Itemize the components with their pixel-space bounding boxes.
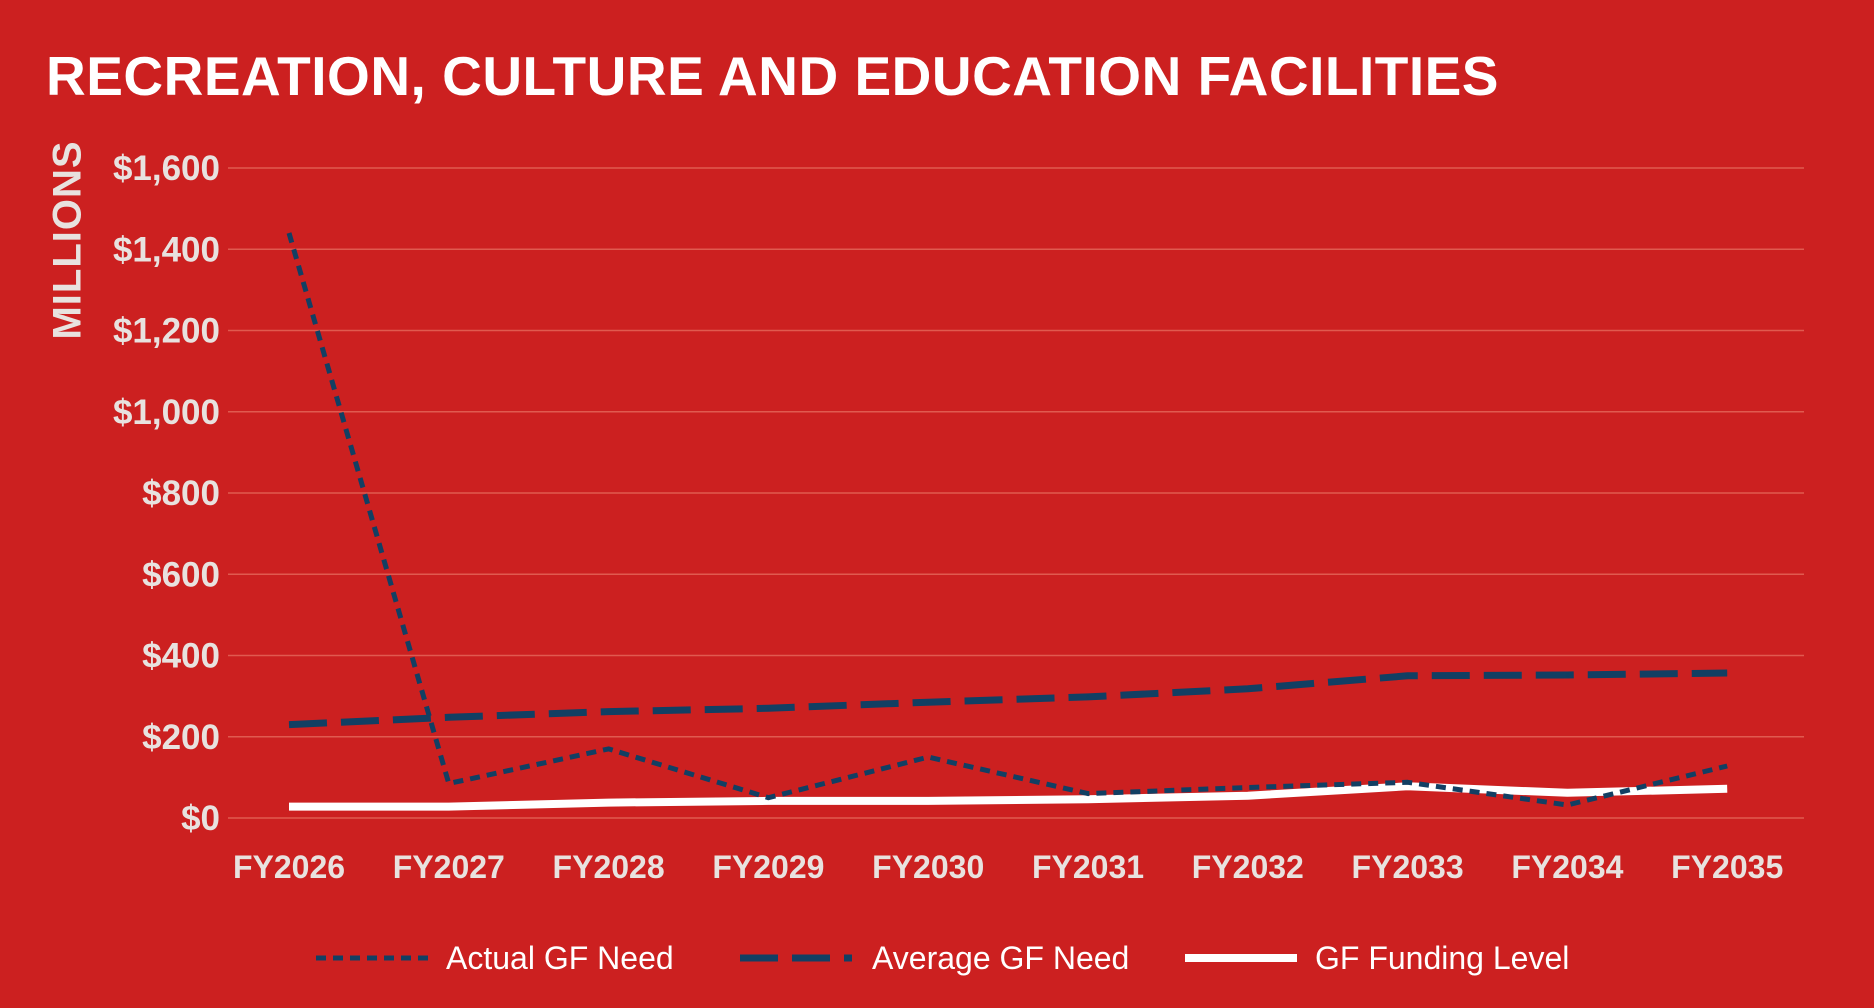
data-point [1565, 803, 1569, 807]
x-tick-label: FY2035 [1671, 849, 1783, 885]
y-tick-label: $800 [142, 474, 220, 513]
data-point [1086, 792, 1090, 796]
data-point [1725, 787, 1729, 791]
series-line-actual-gf-need [286, 232, 1728, 808]
gridlines [228, 167, 1804, 819]
y-tick-labels: $0 $200 $400 $600 $800 $1,000 $1,200 $1,400 $1,6… [113, 149, 220, 838]
data-point [607, 747, 611, 751]
y-tick-label: $1,400 [113, 230, 220, 269]
y-tick-label: $1,000 [113, 393, 220, 432]
data-point [607, 801, 611, 805]
legend-label: Average GF Need [872, 940, 1129, 976]
x-tick-label: FY2028 [553, 849, 665, 885]
data-point [1086, 695, 1090, 699]
y-tick-label: $200 [142, 718, 220, 757]
y-tick-label: $1,600 [113, 149, 220, 188]
data-point [1565, 791, 1569, 795]
data-point [1406, 780, 1410, 784]
data-point [447, 781, 451, 785]
data-point [1565, 673, 1569, 677]
y-tick-label: $1,200 [113, 312, 220, 351]
legend: Actual GF Need Average GF Need GF Funding … [316, 940, 1569, 976]
data-point [1725, 671, 1729, 675]
legend-label: Actual GF Need [446, 940, 674, 976]
x-tick-label: FY2027 [393, 849, 505, 885]
data-point [766, 796, 770, 800]
data-point [287, 805, 291, 809]
data-point [926, 700, 930, 704]
legend-label: GF Funding Level [1315, 940, 1569, 976]
data-point [287, 723, 291, 727]
y-tick-label: $0 [181, 799, 220, 838]
data-point [447, 715, 451, 719]
data-point [447, 805, 451, 809]
series-line-average-gf-need [288, 669, 1728, 729]
data-point [1246, 687, 1250, 691]
data-point [1406, 674, 1410, 678]
x-tick-label: FY2031 [1032, 849, 1144, 885]
data-point [1246, 794, 1250, 798]
x-tick-label: FY2026 [233, 849, 345, 885]
y-tick-label: $400 [142, 637, 220, 676]
data-point [926, 799, 930, 803]
data-point [607, 710, 611, 714]
series-line-gf-funding-level [289, 782, 1728, 811]
x-tick-label: FY2032 [1192, 849, 1304, 885]
data-point [926, 755, 930, 759]
data-point [287, 231, 291, 235]
data-point [766, 706, 770, 710]
data-point [1246, 786, 1250, 790]
x-tick-label: FY2033 [1352, 849, 1464, 885]
chart-title: RECREATION, CULTURE AND EDUCATION FACILI… [46, 45, 1499, 107]
y-tick-label: $600 [142, 555, 220, 594]
series-lines [286, 231, 1729, 811]
data-point [1086, 797, 1090, 801]
x-tick-labels: FY2026 FY2027 FY2028 FY2029 FY2030 FY2031 FY20… [233, 849, 1783, 885]
x-tick-label: FY2030 [872, 849, 984, 885]
data-point [1725, 764, 1729, 768]
x-tick-label: FY2034 [1511, 849, 1623, 885]
x-tick-label: FY2029 [712, 849, 824, 885]
